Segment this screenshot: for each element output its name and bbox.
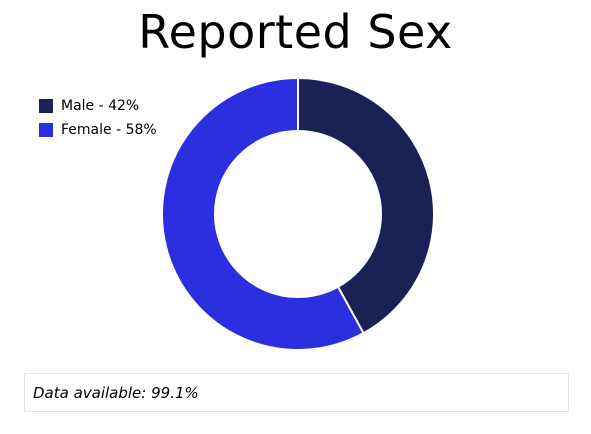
slice-female[interactable]	[161, 76, 365, 351]
donut-slices	[161, 76, 435, 351]
legend-item-female[interactable]: Female - 58%	[39, 118, 157, 142]
chart-title: Reported Sex	[138, 5, 453, 59]
slice-male[interactable]	[297, 76, 435, 335]
data-availability-text: Data available: 99.1%	[33, 383, 199, 402]
legend-swatch-female	[39, 123, 53, 137]
legend-label-female: Female - 58%	[61, 122, 157, 138]
legend: Male - 42% Female - 58%	[39, 94, 157, 142]
legend-label-male: Male - 42%	[61, 98, 140, 114]
legend-swatch-male	[39, 99, 53, 113]
legend-item-male[interactable]: Male - 42%	[39, 94, 157, 118]
data-availability-box: Data available: 99.1%	[24, 373, 569, 412]
